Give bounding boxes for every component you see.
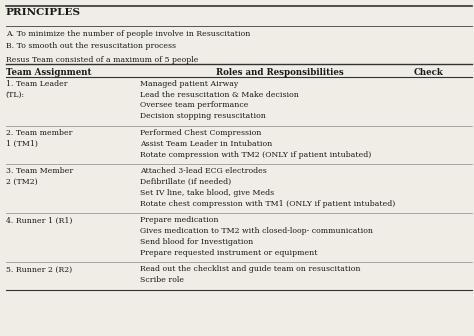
Text: 5. Runner 2 (R2): 5. Runner 2 (R2) <box>6 265 72 274</box>
Text: 2 (TM2): 2 (TM2) <box>6 178 37 186</box>
Text: Attached 3-lead ECG electrodes: Attached 3-lead ECG electrodes <box>140 167 266 175</box>
Text: A. To minimize the number of people involve in Resuscitation: A. To minimize the number of people invo… <box>6 30 250 38</box>
Text: PRINCIPLES: PRINCIPLES <box>6 8 81 17</box>
Text: Decision stopping resuscitation: Decision stopping resuscitation <box>140 112 266 120</box>
Text: 1. Team Leader: 1. Team Leader <box>6 80 67 88</box>
Text: Team Assignment: Team Assignment <box>6 68 91 77</box>
Text: Lead the resuscitation & Make decision: Lead the resuscitation & Make decision <box>140 91 299 99</box>
Text: Check: Check <box>413 68 443 77</box>
Text: 4. Runner 1 (R1): 4. Runner 1 (R1) <box>6 216 72 224</box>
Text: Oversee team performance: Oversee team performance <box>140 101 248 110</box>
Text: Prepare medication: Prepare medication <box>140 216 219 224</box>
Text: Roles and Responsibilities: Roles and Responsibilities <box>216 68 344 77</box>
Text: 2. Team member: 2. Team member <box>6 129 72 137</box>
Text: Managed patient Airway: Managed patient Airway <box>140 80 238 88</box>
Text: Set IV line, take blood, give Meds: Set IV line, take blood, give Meds <box>140 189 274 197</box>
Text: (TL):: (TL): <box>6 91 25 99</box>
Text: Send blood for Investigation: Send blood for Investigation <box>140 238 253 246</box>
Text: Read out the checklist and guide team on resuscitation: Read out the checklist and guide team on… <box>140 265 360 274</box>
Text: Assist Team Leader in Intubation: Assist Team Leader in Intubation <box>140 140 272 148</box>
Text: B. To smooth out the resuscitation process: B. To smooth out the resuscitation proce… <box>6 42 176 50</box>
Text: Scribe role: Scribe role <box>140 276 184 284</box>
Text: Rotate chest compression with TM1 (ONLY if patient intubated): Rotate chest compression with TM1 (ONLY … <box>140 200 395 208</box>
Text: Defibrillate (if needed): Defibrillate (if needed) <box>140 178 231 186</box>
Text: Performed Chest Compression: Performed Chest Compression <box>140 129 261 137</box>
Text: Resus Team consisted of a maximum of 5 people: Resus Team consisted of a maximum of 5 p… <box>6 55 198 64</box>
Text: Rotate compression with TM2 (ONLY if patient intubated): Rotate compression with TM2 (ONLY if pat… <box>140 151 371 159</box>
Text: Gives medication to TM2 with closed-loop- communication: Gives medication to TM2 with closed-loop… <box>140 227 373 235</box>
Text: 1 (TM1): 1 (TM1) <box>6 140 37 148</box>
Text: 3. Team Member: 3. Team Member <box>6 167 73 175</box>
Text: Prepare requested instrument or equipment: Prepare requested instrument or equipmen… <box>140 249 317 257</box>
